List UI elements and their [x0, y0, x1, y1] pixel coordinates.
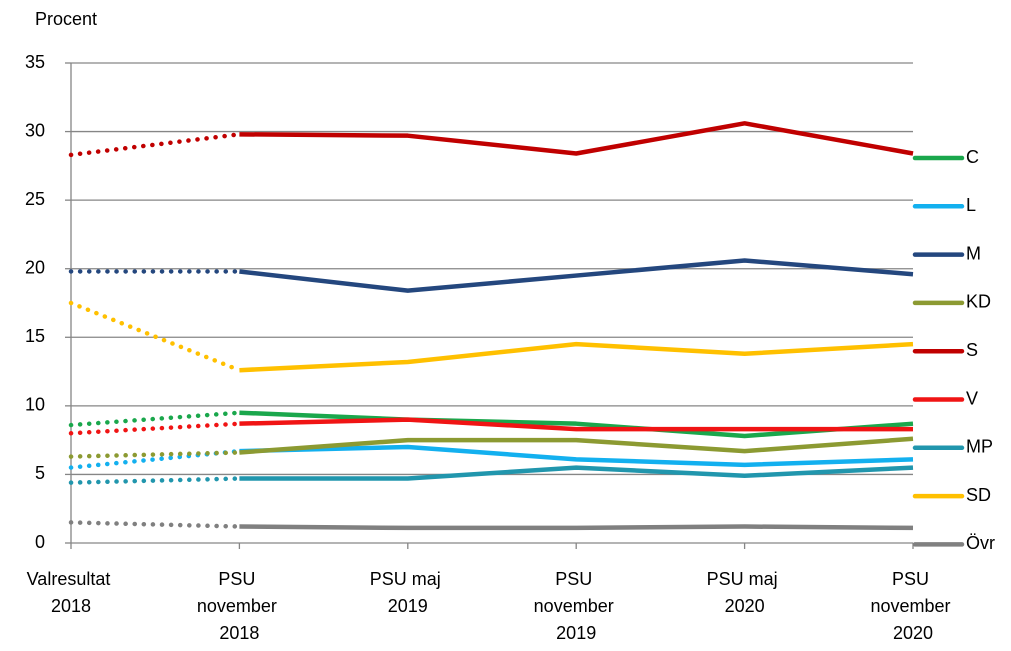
legend-label: M: [966, 243, 981, 263]
legend-label: Övr: [966, 533, 995, 553]
y-tick-label: 25: [25, 189, 45, 209]
series-line-dotted: [68, 450, 242, 459]
series-line: [239, 524, 914, 531]
series-line: [239, 410, 914, 439]
x-tick-label: Valresultat 2018: [27, 569, 116, 616]
series-line-dotted: [68, 520, 242, 529]
y-tick-label: 0: [35, 532, 45, 552]
y-axis-label: Procent: [35, 9, 97, 29]
x-tick-label: PSU november 2018: [197, 569, 282, 643]
y-tick-label: 15: [25, 326, 45, 346]
series-line-dotted: [68, 132, 242, 158]
legend-label: MP: [966, 437, 993, 457]
series-line: [239, 258, 914, 293]
x-tick-label: PSU november 2020: [870, 569, 955, 643]
y-tick-label: 30: [25, 120, 45, 140]
series-line-dotted: [68, 421, 242, 436]
y-tick-label: 10: [25, 395, 45, 415]
legend-label: V: [966, 388, 978, 408]
y-tick-label: 5: [35, 463, 45, 483]
series-line-dotted: [68, 410, 242, 428]
x-tick-label: PSU november 2019: [534, 569, 619, 643]
legend-label: L: [966, 195, 976, 215]
series-line: [239, 444, 914, 468]
legend-label: KD: [966, 292, 991, 312]
x-tick-label: PSU maj 2019: [370, 569, 446, 616]
y-tick-label: 20: [25, 257, 45, 277]
series-line-dotted: [68, 448, 242, 470]
series-line: [239, 121, 914, 156]
x-tick-label: PSU maj 2020: [707, 569, 783, 616]
legend-label: S: [966, 340, 978, 360]
series-line: [239, 465, 914, 481]
legend-label: SD: [966, 485, 991, 505]
series-line-dotted: [68, 476, 242, 485]
legend-label: C: [966, 147, 979, 167]
y-tick-label: 35: [25, 52, 45, 72]
series-line: [239, 436, 914, 455]
series-line: [239, 341, 914, 373]
series-line-dotted: [68, 300, 242, 373]
series-line: [239, 417, 913, 432]
